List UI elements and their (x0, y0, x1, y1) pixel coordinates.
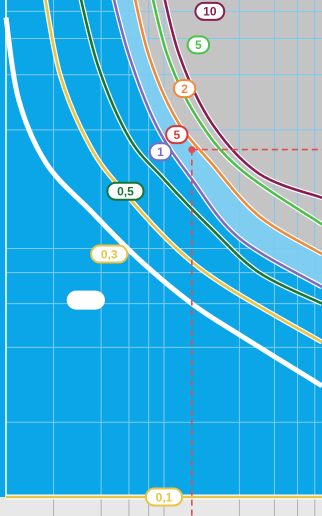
curve-label-0-1: 0,1 (144, 487, 184, 507)
curve-label-0-2: 0,2 (66, 290, 105, 310)
curve-1 (112, 0, 322, 289)
curve-label-1: 1 (148, 142, 173, 162)
curve-label-0-3-text: 0,3 (101, 247, 118, 261)
crosshair (188, 146, 322, 516)
curve-label-10: 10 (194, 1, 226, 21)
curve-label-5-text: 5 (195, 38, 202, 52)
curve-labels: 0,1 0,2 0,3 0,5 1 2 5 10 5 (66, 1, 226, 507)
curve-label-0-5: 0,5 (106, 181, 145, 201)
highlight-label-text: 5 (173, 128, 180, 142)
light-blue-band (114, 0, 322, 287)
curve-2 (133, 0, 322, 256)
curve-10 (163, 0, 322, 200)
curve-label-10-text: 10 (203, 5, 217, 19)
curves (3, 0, 322, 500)
curve-label-0-3: 0,3 (90, 244, 129, 264)
curve-0-5 (79, 0, 322, 305)
curve-label-0-2-text: 0,2 (77, 293, 94, 307)
curve-label-5: 5 (186, 35, 211, 55)
curve-5 (151, 0, 322, 226)
curve-label-0-1-text: 0,1 (156, 490, 173, 504)
highlight-point (188, 146, 196, 154)
grid-lines (6, 0, 322, 497)
curve-label-2: 2 (172, 79, 197, 99)
curve-label-0-5-text: 0,5 (117, 185, 134, 199)
curve-0-2 (4, 17, 322, 388)
curve-label-1-text: 1 (157, 145, 164, 159)
highlight-label: 5 (165, 125, 189, 145)
curve-label-2-text: 2 (181, 82, 188, 96)
